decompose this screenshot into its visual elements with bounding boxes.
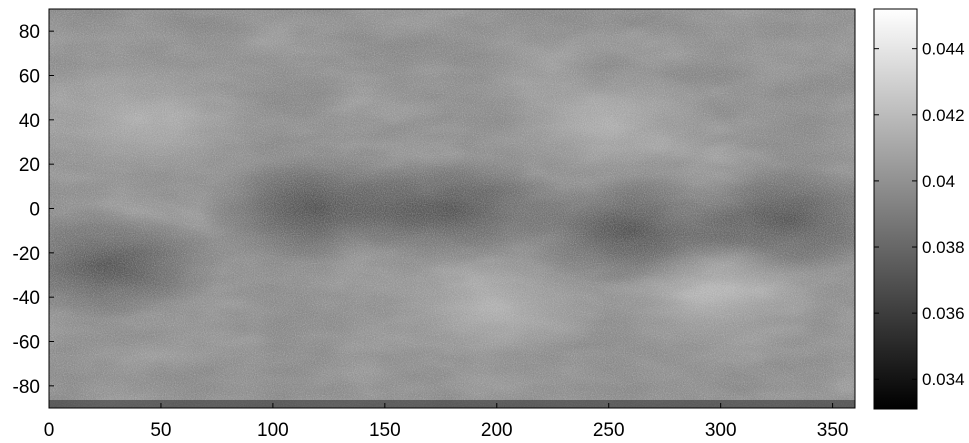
- x-tick-label: 150: [369, 420, 401, 441]
- x-tick-label: 50: [150, 420, 171, 441]
- colorbar-tick-label: 0.04: [922, 172, 955, 191]
- y-tick-label: 80: [19, 22, 40, 43]
- colorbar-axis: 0.034 0.036 0.038 0.04 0.042 0.044: [874, 40, 965, 389]
- colorbar-tick-label: 0.034: [922, 370, 965, 389]
- y-tick-label: -40: [13, 288, 40, 309]
- colorbar-tick-label: 0.036: [922, 304, 965, 323]
- y-tick-label: 40: [19, 111, 40, 132]
- x-tick-label: 0: [44, 420, 55, 441]
- y-tick-label: -60: [13, 333, 40, 354]
- colorbar-tick-label: 0.044: [922, 40, 965, 59]
- x-tick-label: 250: [593, 420, 625, 441]
- y-tick-label: -80: [13, 377, 40, 398]
- x-tick-label: 300: [705, 420, 737, 441]
- x-tick-label: 100: [257, 420, 289, 441]
- colorbar-gradient: [873, 8, 918, 410]
- y-tick-label: 20: [19, 155, 40, 176]
- colorbar-tick-label: 0.042: [922, 106, 965, 125]
- y-tick-label: -20: [13, 244, 40, 265]
- map-plot-area: [49, 9, 855, 408]
- y-tick-label: 0: [29, 200, 40, 221]
- x-tick-label: 200: [481, 420, 513, 441]
- colorbar: 0.034 0.036 0.038 0.04 0.042 0.044: [873, 8, 965, 410]
- y-axis: 80 60 40 20 0 -20 -40 -60 -80: [13, 22, 54, 398]
- map-south-pole-band: [49, 400, 855, 408]
- x-axis: 0 50 100 150 200 250 300 350: [44, 403, 849, 441]
- x-tick-label: 350: [817, 420, 849, 441]
- y-tick-label: 60: [19, 67, 40, 88]
- colorbar-tick-label: 0.038: [922, 238, 965, 257]
- map-fine-texture: [49, 9, 855, 408]
